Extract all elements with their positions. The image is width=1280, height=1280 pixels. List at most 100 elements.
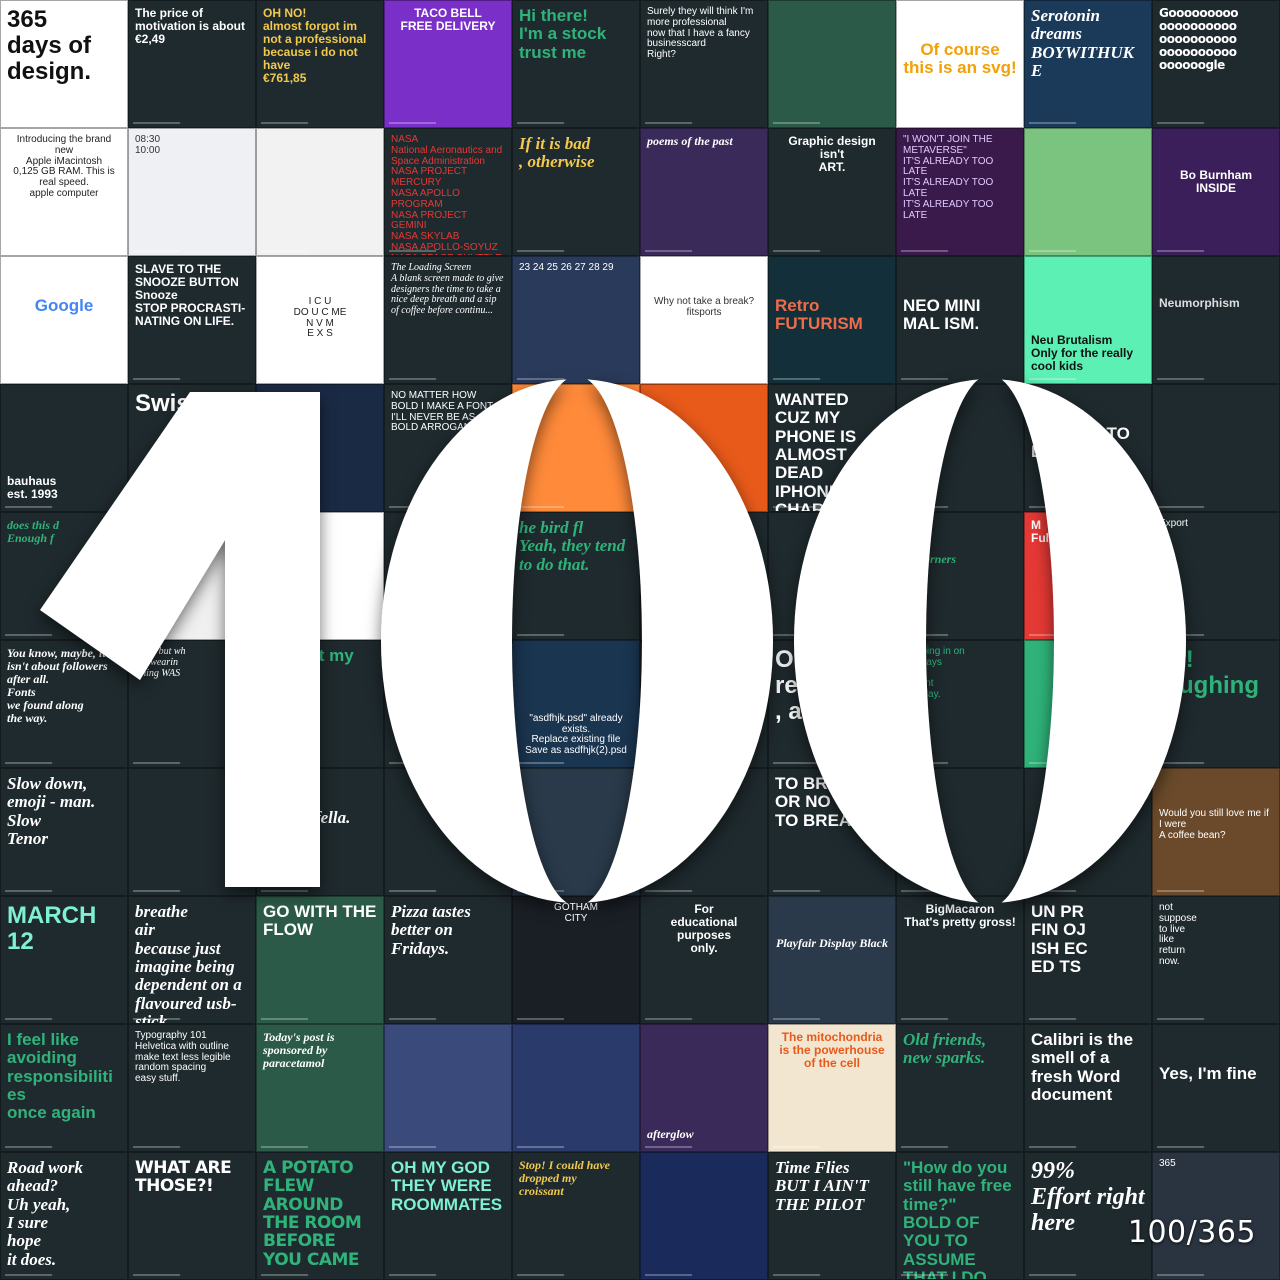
thumbnail-text: 08:30 10:00: [135, 134, 161, 156]
thumbnail-text: 365 days of design.: [7, 6, 92, 85]
thumbnail-caption-strip: [261, 505, 379, 509]
thumbnail-tile: Okay but wh I'm wearin -thing WAS: [128, 640, 256, 768]
thumbnail-tile: sight.: [640, 384, 768, 512]
thumbnail-text: M Full goodne: [1031, 518, 1099, 545]
thumbnail-caption-strip: [1157, 889, 1275, 893]
thumbnail-tile: Today's post is sponsored by paracetamol: [256, 1024, 384, 1152]
thumbnail-tile: [768, 0, 896, 128]
thumbnail-tile: UN PR FIN OJ ISH EC ED TS: [1024, 896, 1152, 1024]
thumbnail-caption-strip: [261, 761, 379, 765]
thumbnail-caption-strip: [133, 889, 251, 893]
thumbnail-tile: Of course this is an svg!: [896, 0, 1024, 128]
thumbnail-tile: Typography 101 Helvetica with outline ma…: [128, 1024, 256, 1152]
thumbnail-caption-strip: [133, 121, 251, 125]
thumbnail-text: Retro FUTURISM: [775, 296, 863, 334]
thumbnail-tile: Hi there! I'm a stock trust me: [512, 0, 640, 128]
thumbnail-tile: NO MATTER HOW BOLD I MAKE A FONT, I'LL N…: [384, 384, 512, 512]
thumbnail-caption-strip: [261, 377, 379, 381]
thumbnail-text: Swiss: [135, 390, 204, 417]
thumbnail-text: Road work ahead? Uh yeah, I sure hope it…: [7, 1158, 84, 1269]
thumbnail-tile: [512, 384, 640, 512]
thumbnail-text: 99% Effort right here: [1031, 1158, 1145, 1236]
thumbnail-tile: bauhaus est. 1993: [0, 384, 128, 512]
thumbnail-caption-strip: [1029, 889, 1147, 893]
thumbnail-tile: Playfair Display Black: [768, 896, 896, 1024]
thumbnail-tile: Calibri is the smell of a fresh Word doc…: [1024, 1024, 1152, 1152]
thumbnail-tile: Google: [0, 256, 128, 384]
thumbnail-tile: Oc rebr , again: [768, 640, 896, 768]
thumbnail-text: DECO: [263, 424, 311, 443]
thumbnail-text: Typography 101 Helvetica with outline ma…: [135, 1030, 231, 1085]
thumbnail-text: Bo Burnham INSIDE: [1180, 168, 1252, 195]
thumbnail-caption-strip: [389, 505, 507, 509]
thumbnail-text: Old friends, new sparks.: [903, 1030, 987, 1068]
thumbnail-text: poems of the past: [647, 134, 733, 148]
thumbnail-caption-strip: [517, 505, 635, 509]
thumbnail-text: NO MATTER HOW BOLD I MAKE A FONT, I'LL N…: [391, 390, 495, 434]
thumbnail-caption-strip: [645, 121, 763, 125]
thumbnail-text: "I WON'T JOIN THE METAVERSE" IT'S ALREAD…: [903, 134, 994, 221]
thumbnail-tile: Would you still love me if I were A coff…: [1152, 768, 1280, 896]
thumbnail-text: not suppose to live like return now.: [1159, 902, 1197, 967]
thumbnail-tile: NASA National Aeronautics and Space Admi…: [384, 128, 512, 256]
thumbnail-text: WANTED CUZ MY PHONE IS ALMOST DEAD IPHON…: [775, 390, 861, 512]
thumbnail-tile: GO WITH THE FLOW: [256, 896, 384, 1024]
thumbnail-tile: I C U DO U C ME N V M E X S: [256, 256, 384, 384]
thumbnail-caption-strip: [1157, 1017, 1275, 1021]
thumbnail-text: Graphic design isn't ART.: [788, 134, 876, 174]
thumbnail-caption-strip: [773, 505, 891, 509]
thumbnail-text: Oc rebr , again: [775, 646, 852, 725]
thumbnail-text: Introducing the brand new Apple iMacinto…: [13, 134, 115, 199]
thumbnail-caption-strip: [901, 377, 1019, 381]
thumbnail-tile: Pizza tastes better on Fridays.: [384, 896, 512, 1024]
thumbnail-tile: [512, 1024, 640, 1152]
thumbnail-caption-strip: [261, 121, 379, 125]
thumbnail-caption-strip: [1157, 633, 1275, 637]
thumbnail-text: Export: [1159, 518, 1188, 529]
thumbnail-caption-strip: [133, 1273, 251, 1277]
thumbnail-caption-strip: [389, 633, 507, 637]
thumbnail-tile: [896, 768, 1024, 896]
thumbnail-caption-strip: [773, 889, 891, 893]
thumbnail-text: Serotonin dreams BOYWITHUKE: [1031, 6, 1134, 81]
thumbnail-text: ey! laughing: [1159, 646, 1259, 699]
thumbnail-caption-strip: [645, 505, 763, 509]
thumbnail-tile: Retro FUTURISM: [768, 256, 896, 384]
thumbnail-text: st: [263, 518, 279, 537]
thumbnail-caption-strip: [261, 889, 379, 893]
thumbnail-caption-strip: [517, 1145, 635, 1149]
thumbnail-caption-strip: [1157, 505, 1275, 509]
thumbnail-tile: [384, 512, 512, 640]
thumbnail-caption-strip: [1157, 1273, 1275, 1277]
thumbnail-tile: he bird fl Yeah, they tend to do that.: [512, 512, 640, 640]
thumbnail-tile: [256, 128, 384, 256]
thumbnail-tile: NEO MINI MAL ISM.: [896, 256, 1024, 384]
thumbnail-text: NASA National Aeronautics and Space Admi…: [391, 134, 503, 255]
thumbnail-tile: Time Flies BUT I AIN'T THE PILOT: [768, 1152, 896, 1280]
thumbnail-tile: amount my words biot: [256, 640, 384, 768]
thumbnail-text: breathe air because just imagine being d…: [135, 902, 242, 1024]
thumbnail-text: SLAVE TO THE SNOOZE BUTTON Snooze STOP P…: [135, 262, 246, 328]
thumbnail-text: Slow down, emoji - man. Slow Tenor: [7, 774, 96, 849]
thumbnail-text: I C U DO U C ME N V M E X S: [293, 296, 347, 340]
thumbnail-tile: A POTATO FLEW AROUND THE ROOM BEFORE YOU…: [256, 1152, 384, 1280]
thumbnail-tile: [768, 512, 896, 640]
thumbnail-caption-strip: [1029, 505, 1147, 509]
thumbnail-tile: The Loading Screen A blank screen made t…: [384, 256, 512, 384]
thumbnail-caption-strip: [5, 633, 123, 637]
thumbnail-caption-strip: [1029, 1273, 1147, 1277]
thumbnail-caption-strip: [517, 121, 635, 125]
thumbnail-caption-strip: [1157, 761, 1275, 765]
thumbnail-tile: Yes, I'm fine: [1152, 1024, 1280, 1152]
thumbnail-tile: [384, 1024, 512, 1152]
thumbnail-tile: Gooooooooo oooooooooo oooooooooo ooooooo…: [1152, 0, 1280, 128]
thumbnail-text: Hi there! I'm a stock trust me: [519, 6, 607, 62]
thumbnail-text: Calibri is the smell of a fresh Word doc…: [1031, 1030, 1134, 1105]
thumbnail-tile: [1024, 640, 1152, 768]
thumbnail-text: TACO BELL FREE DELIVERY: [400, 6, 496, 33]
thumbnail-text: sight.: [647, 424, 686, 443]
thumbnail-caption-strip: [901, 633, 1019, 637]
thumbnail-tile: st: [256, 512, 384, 640]
thumbnail-caption-strip: [1029, 633, 1147, 637]
thumbnail-text: The Loading Screen A blank screen made t…: [391, 262, 504, 317]
